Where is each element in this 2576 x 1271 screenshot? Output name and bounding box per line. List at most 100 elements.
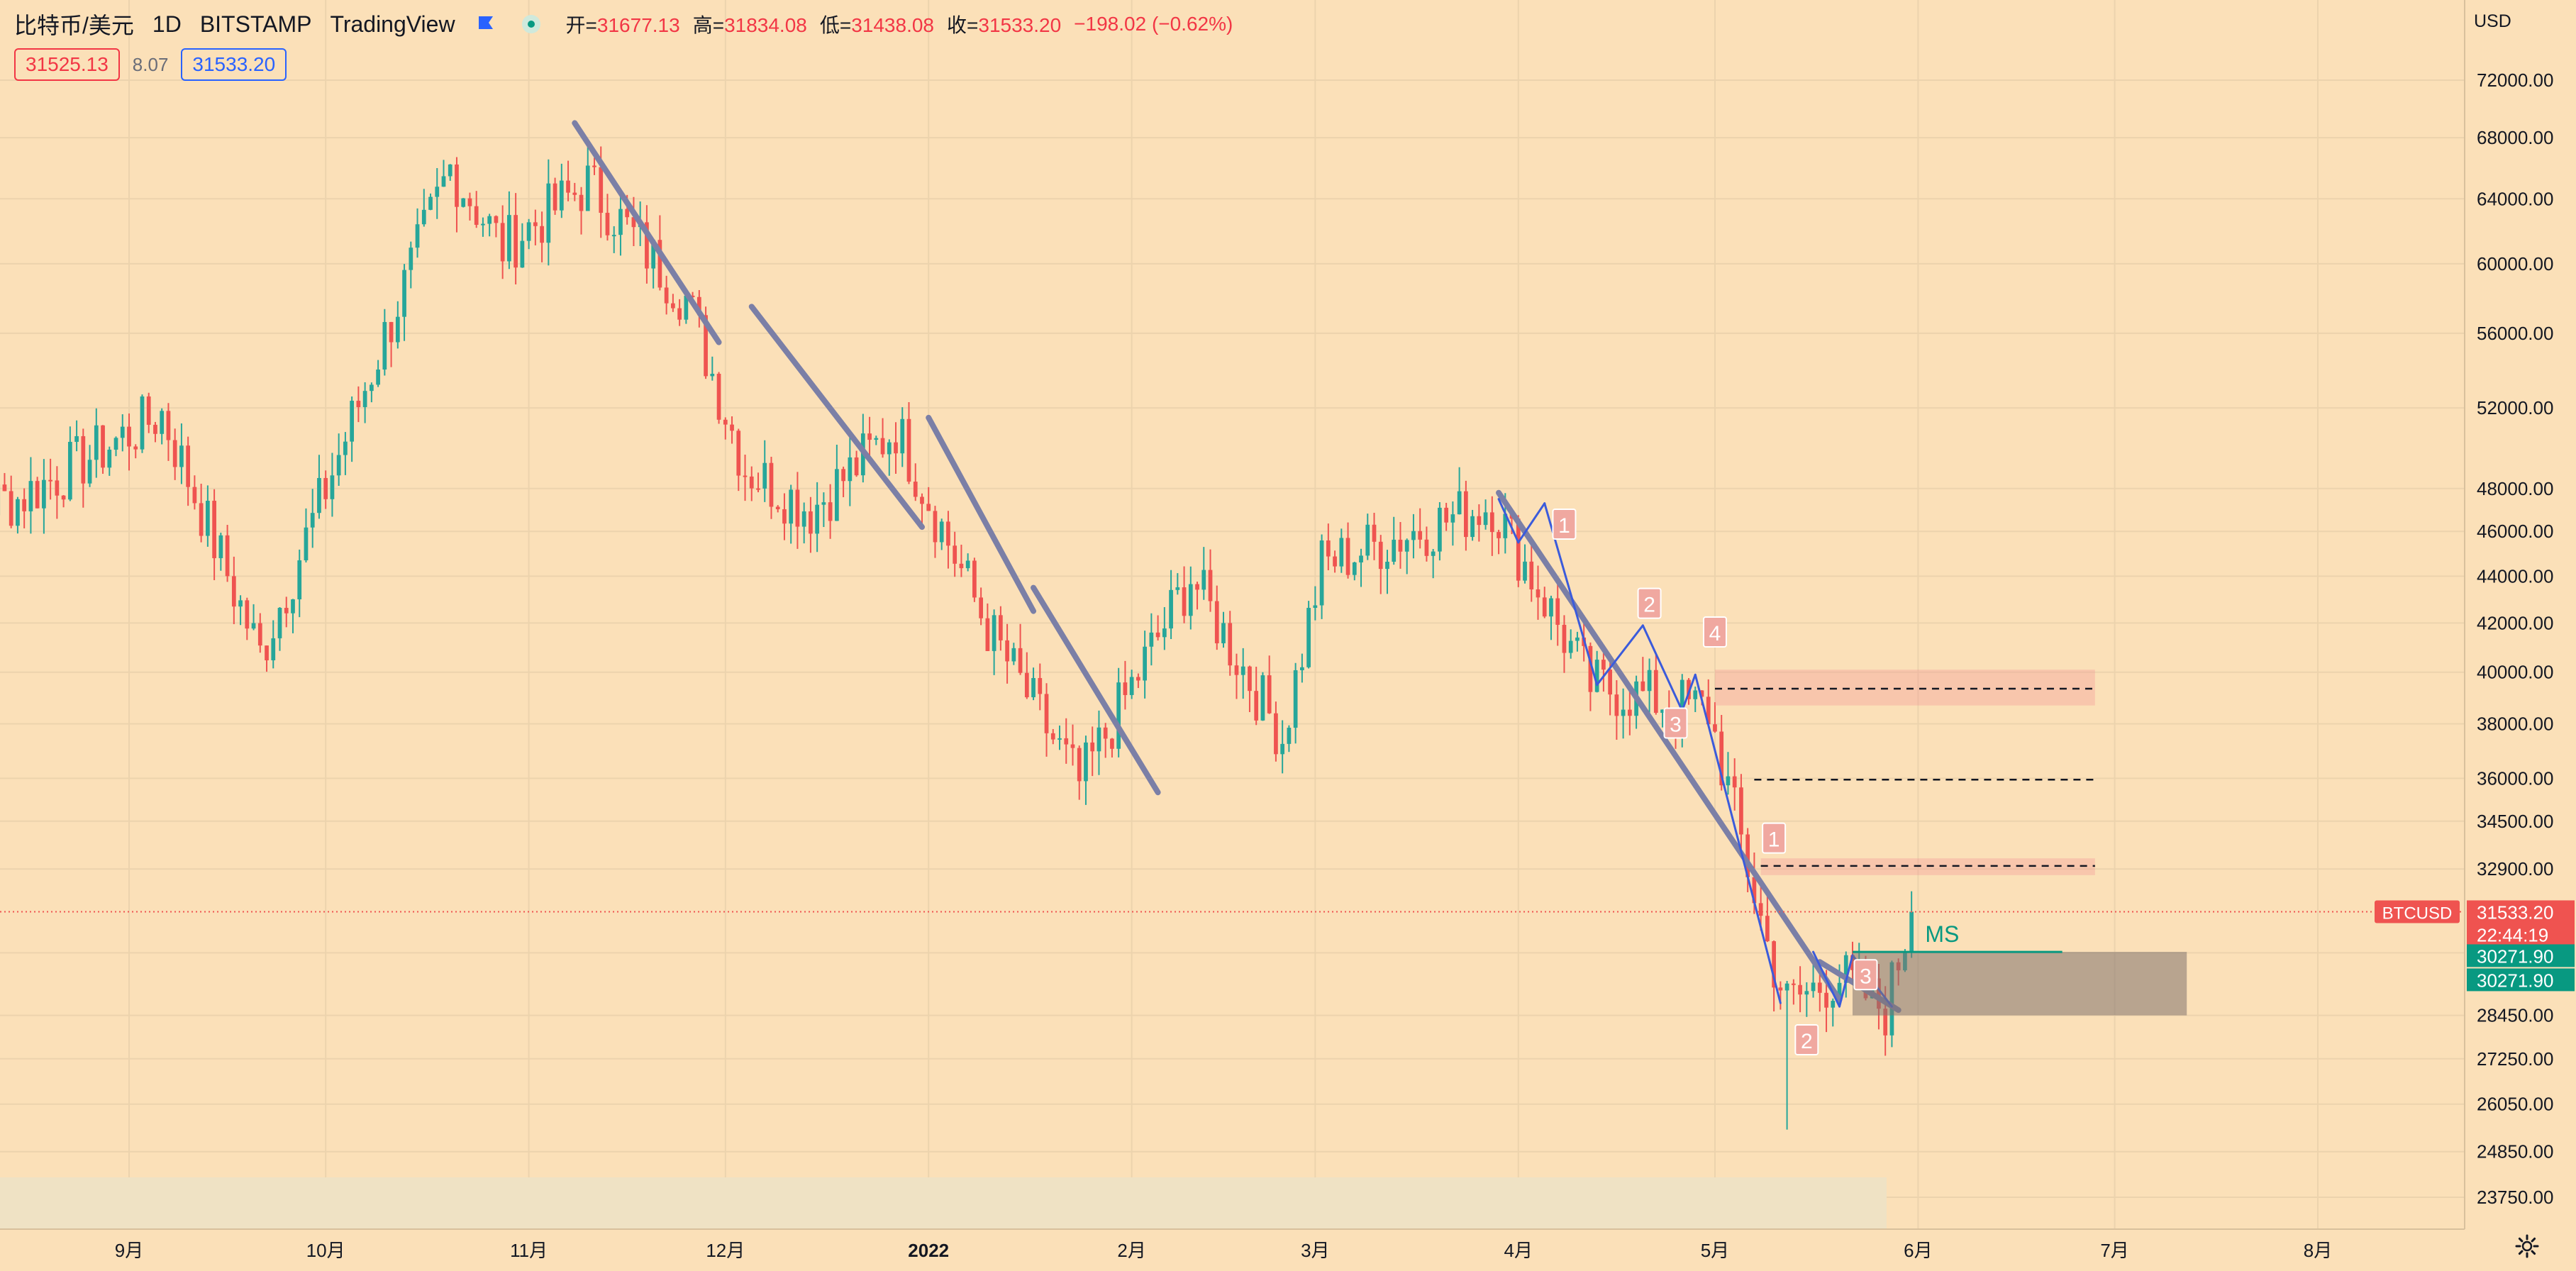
- candle-body[interactable]: [1116, 682, 1121, 749]
- candle-body[interactable]: [920, 496, 924, 504]
- candle-body[interactable]: [664, 287, 669, 304]
- candle-body[interactable]: [1627, 709, 1632, 716]
- candle-body[interactable]: [153, 424, 157, 434]
- candle-body[interactable]: [395, 316, 400, 343]
- candle-body[interactable]: [101, 425, 105, 468]
- candle-body[interactable]: [1477, 516, 1482, 526]
- candle-body[interactable]: [1201, 570, 1206, 590]
- candle-body[interactable]: [965, 560, 970, 569]
- candle-body[interactable]: [1470, 516, 1475, 538]
- candle-body[interactable]: [245, 600, 250, 629]
- candle-body[interactable]: [756, 488, 760, 490]
- candle-body[interactable]: [1300, 667, 1304, 670]
- candle-body[interactable]: [1837, 982, 1842, 1001]
- candle-body[interactable]: [455, 164, 459, 207]
- candle-body[interactable]: [199, 503, 204, 536]
- candle-body[interactable]: [1345, 538, 1350, 575]
- candle-body[interactable]: [651, 240, 656, 269]
- candle-body[interactable]: [140, 396, 145, 450]
- candle-body[interactable]: [481, 223, 485, 226]
- candle-body[interactable]: [1653, 670, 1658, 714]
- candle-body[interactable]: [631, 217, 636, 228]
- candle-body[interactable]: [1824, 992, 1828, 1008]
- candle-body[interactable]: [389, 322, 394, 343]
- candle-body[interactable]: [900, 418, 905, 454]
- candle-body[interactable]: [1791, 983, 1796, 985]
- candle-body[interactable]: [1070, 744, 1075, 748]
- wave-line[interactable]: [1497, 498, 1520, 544]
- candle-body[interactable]: [1240, 666, 1245, 675]
- candle-body[interactable]: [1726, 776, 1731, 786]
- candle-body[interactable]: [1542, 597, 1547, 617]
- candle-body[interactable]: [906, 418, 911, 482]
- candle-body[interactable]: [218, 535, 223, 558]
- ask-button[interactable]: 31533.20: [181, 48, 287, 81]
- candle-body[interactable]: [828, 502, 833, 521]
- candle-body[interactable]: [186, 445, 191, 487]
- candle-body[interactable]: [585, 165, 590, 211]
- candle-body[interactable]: [257, 623, 262, 646]
- candle-body[interactable]: [284, 608, 289, 614]
- candle-body[interactable]: [1594, 660, 1599, 692]
- candle-body[interactable]: [231, 576, 236, 607]
- candle-body[interactable]: [1365, 524, 1370, 556]
- candle-body[interactable]: [939, 521, 944, 543]
- candle-body[interactable]: [611, 235, 616, 237]
- trendline[interactable]: [572, 120, 722, 345]
- candle-body[interactable]: [376, 369, 380, 385]
- candle-body[interactable]: [81, 435, 86, 484]
- candle-body[interactable]: [1038, 677, 1043, 694]
- candle-body[interactable]: [304, 527, 309, 561]
- candle-body[interactable]: [546, 183, 551, 243]
- candle-body[interactable]: [467, 198, 472, 206]
- candle-body[interactable]: [736, 431, 741, 476]
- trendline[interactable]: [1496, 489, 1843, 1003]
- candle-body[interactable]: [1575, 637, 1580, 641]
- candle-body[interactable]: [421, 209, 426, 225]
- candle-body[interactable]: [848, 457, 853, 482]
- candle-body[interactable]: [1313, 605, 1318, 609]
- candle-body[interactable]: [1024, 672, 1029, 698]
- candle-body[interactable]: [809, 511, 813, 534]
- candle-body[interactable]: [1438, 507, 1442, 552]
- candle-body[interactable]: [1772, 941, 1776, 988]
- candle-body[interactable]: [265, 645, 269, 661]
- candle-body[interactable]: [1601, 660, 1606, 670]
- interval-label[interactable]: 1D: [152, 11, 182, 37]
- candle-body[interactable]: [1503, 514, 1508, 538]
- candle-body[interactable]: [336, 455, 341, 476]
- symbol-name[interactable]: 比特币/美元: [14, 13, 134, 38]
- candle-body[interactable]: [1732, 776, 1737, 788]
- candle-body[interactable]: [730, 424, 734, 431]
- candle-body[interactable]: [795, 489, 800, 527]
- candle-body[interactable]: [671, 303, 675, 309]
- candle-body[interactable]: [953, 545, 957, 564]
- demand-zone[interactable]: [1852, 952, 2187, 1016]
- candle-body[interactable]: [1489, 512, 1494, 533]
- candle-body[interactable]: [1745, 834, 1750, 877]
- wave-line[interactable]: [1681, 673, 1697, 712]
- candle-body[interactable]: [1699, 690, 1704, 697]
- candle-body[interactable]: [1817, 982, 1822, 993]
- candle-body[interactable]: [743, 475, 748, 477]
- candle-body[interactable]: [1208, 570, 1213, 601]
- candle-body[interactable]: [1765, 916, 1770, 942]
- candle-body[interactable]: [356, 401, 361, 407]
- candle-body[interactable]: [1640, 681, 1645, 692]
- candle-body[interactable]: [402, 270, 406, 317]
- candle-body[interactable]: [1424, 539, 1429, 556]
- candle-body[interactable]: [985, 618, 990, 651]
- candle-body[interactable]: [1254, 691, 1259, 721]
- candle-body[interactable]: [251, 623, 256, 629]
- candle-body[interactable]: [1536, 589, 1540, 598]
- candle-body[interactable]: [415, 224, 420, 248]
- candle-body[interactable]: [1713, 724, 1717, 732]
- candle-body[interactable]: [192, 487, 197, 504]
- candle-body[interactable]: [179, 445, 184, 467]
- candle-body[interactable]: [1057, 738, 1062, 740]
- candle-body[interactable]: [867, 433, 872, 440]
- candle-body[interactable]: [1680, 679, 1684, 725]
- candle-body[interactable]: [441, 176, 446, 187]
- candle-body[interactable]: [107, 449, 112, 468]
- candle-body[interactable]: [1333, 556, 1337, 567]
